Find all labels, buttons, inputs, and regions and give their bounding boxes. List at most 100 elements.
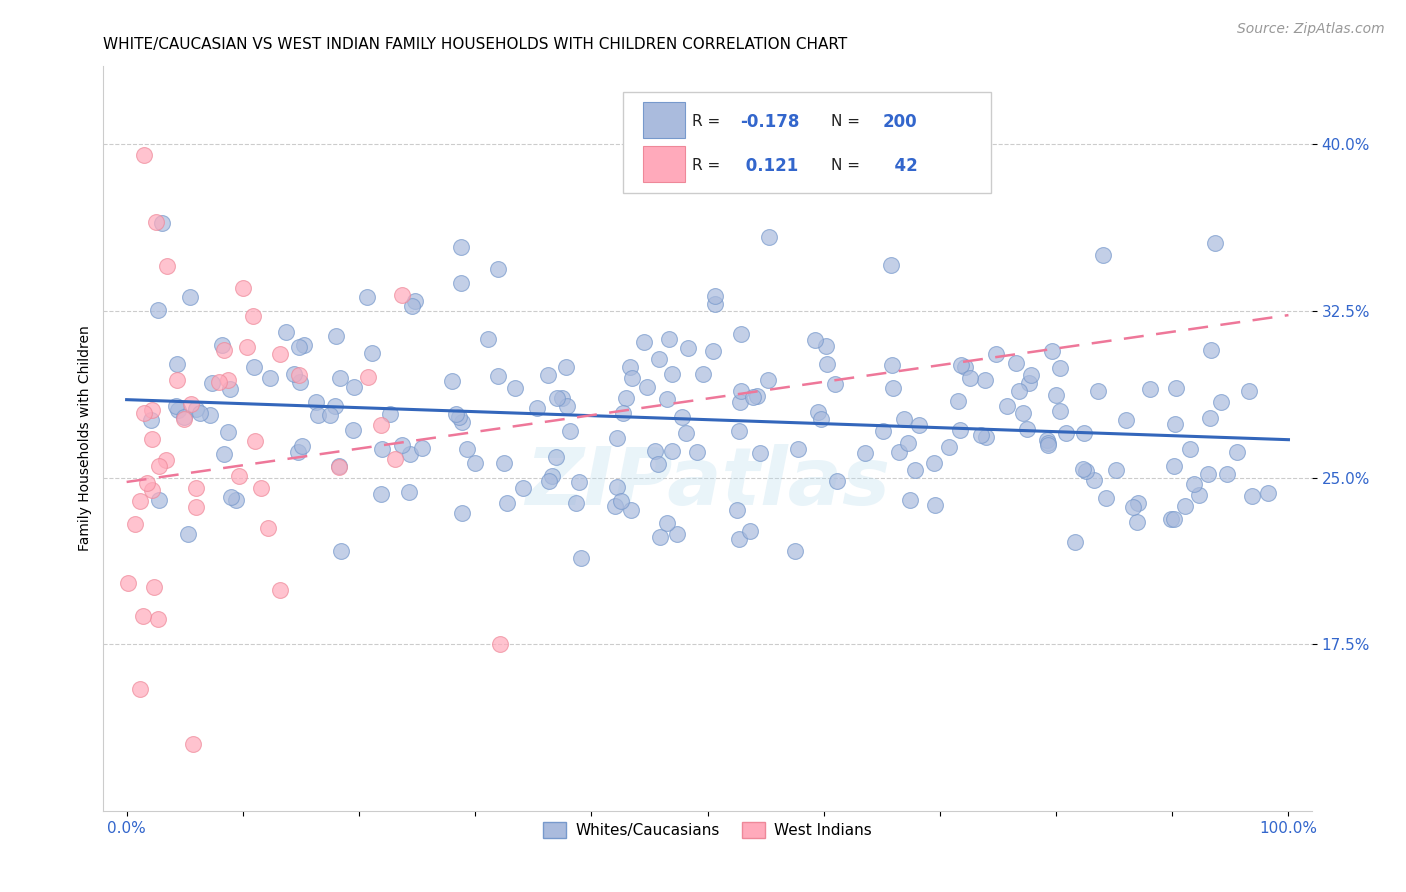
Point	[329, 370, 352, 384]
Point	[132, 406, 155, 420]
Point	[1125, 515, 1147, 529]
Point	[725, 503, 748, 517]
Point	[569, 551, 592, 566]
Point	[749, 446, 772, 460]
Point	[702, 343, 724, 358]
Point	[882, 358, 904, 372]
Point	[785, 543, 807, 558]
Point	[404, 294, 426, 309]
Point	[558, 424, 581, 438]
Point	[1049, 404, 1071, 418]
Point	[269, 582, 291, 597]
Point	[949, 358, 972, 372]
Text: R =: R =	[692, 158, 725, 173]
Point	[872, 424, 894, 438]
Point	[815, 357, 838, 371]
Point	[938, 440, 960, 454]
Point	[647, 457, 669, 471]
Point	[610, 493, 633, 508]
Point	[1015, 422, 1038, 436]
Point	[882, 381, 904, 395]
Point	[1178, 442, 1201, 456]
Point	[184, 401, 207, 416]
Text: -0.178: -0.178	[740, 113, 800, 131]
Point	[211, 338, 233, 352]
Point	[145, 215, 167, 229]
Point	[900, 492, 922, 507]
Point	[804, 333, 827, 347]
Point	[183, 738, 205, 752]
FancyBboxPatch shape	[623, 92, 991, 193]
Point	[537, 368, 560, 382]
Point	[132, 148, 155, 162]
Point	[384, 451, 406, 466]
Point	[655, 392, 678, 407]
Point	[1166, 380, 1188, 394]
Point	[661, 367, 683, 381]
Point	[974, 430, 997, 444]
Point	[156, 259, 179, 273]
Point	[756, 373, 779, 387]
Point	[807, 405, 830, 419]
Point	[201, 376, 224, 391]
Point	[117, 576, 139, 591]
Point	[1204, 235, 1226, 250]
Point	[546, 392, 568, 406]
Text: N =: N =	[831, 114, 865, 129]
Point	[1095, 491, 1118, 506]
Point	[441, 374, 464, 388]
Text: WHITE/CAUCASIAN VS WEST INDIAN FAMILY HOUSEHOLDS WITH CHILDREN CORRELATION CHART: WHITE/CAUCASIAN VS WEST INDIAN FAMILY HO…	[104, 37, 848, 53]
Point	[148, 612, 170, 626]
Point	[177, 527, 200, 541]
Point	[444, 408, 467, 422]
Point	[666, 527, 689, 541]
Point	[486, 261, 509, 276]
Point	[328, 459, 350, 474]
Text: 42: 42	[883, 157, 918, 175]
Point	[657, 516, 679, 530]
Point	[370, 487, 392, 501]
Point	[217, 425, 239, 440]
Point	[1164, 417, 1187, 431]
Point	[1215, 467, 1237, 482]
Point	[1199, 343, 1222, 358]
Point	[606, 431, 628, 445]
Point	[287, 444, 309, 458]
Point	[995, 400, 1018, 414]
Point	[1226, 444, 1249, 458]
Point	[450, 276, 472, 290]
Point	[166, 374, 188, 388]
FancyBboxPatch shape	[644, 102, 685, 138]
Point	[984, 346, 1007, 360]
Point	[1199, 410, 1222, 425]
Point	[305, 395, 328, 409]
Point	[1209, 395, 1232, 409]
Point	[758, 230, 780, 244]
Point	[208, 375, 231, 389]
Point	[786, 442, 808, 457]
Point	[728, 395, 751, 409]
Point	[146, 302, 169, 317]
Point	[464, 456, 486, 470]
Point	[969, 428, 991, 442]
Point	[1122, 500, 1144, 514]
Point	[1087, 384, 1109, 398]
Point	[636, 380, 658, 394]
Point	[451, 507, 474, 521]
Point	[1139, 382, 1161, 396]
Point	[703, 297, 725, 311]
Point	[329, 543, 352, 558]
Point	[1073, 426, 1095, 441]
Point	[741, 390, 763, 404]
Point	[250, 481, 273, 495]
Point	[398, 448, 420, 462]
Point	[620, 371, 643, 385]
Point	[166, 357, 188, 371]
Point	[179, 290, 201, 304]
Point	[370, 417, 392, 432]
Point	[671, 410, 693, 425]
Point	[880, 258, 903, 272]
Point	[814, 339, 837, 353]
Point	[129, 681, 152, 696]
Point	[356, 290, 378, 304]
